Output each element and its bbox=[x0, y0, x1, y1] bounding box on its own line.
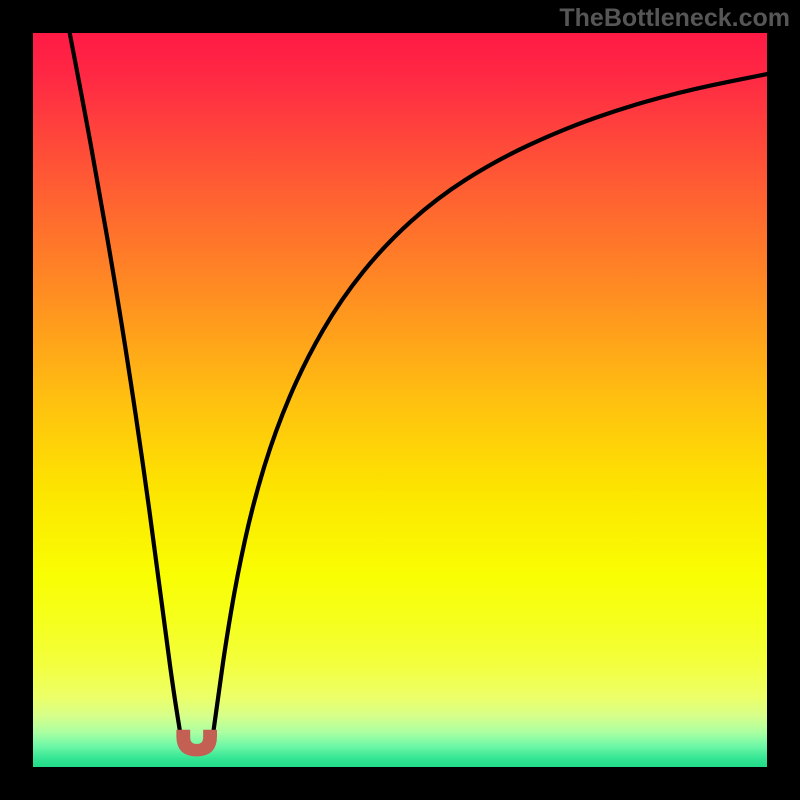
plot-background-gradient bbox=[33, 33, 767, 767]
watermark-label: TheBottleneck.com bbox=[559, 4, 790, 33]
bottleneck-chart bbox=[0, 0, 800, 800]
